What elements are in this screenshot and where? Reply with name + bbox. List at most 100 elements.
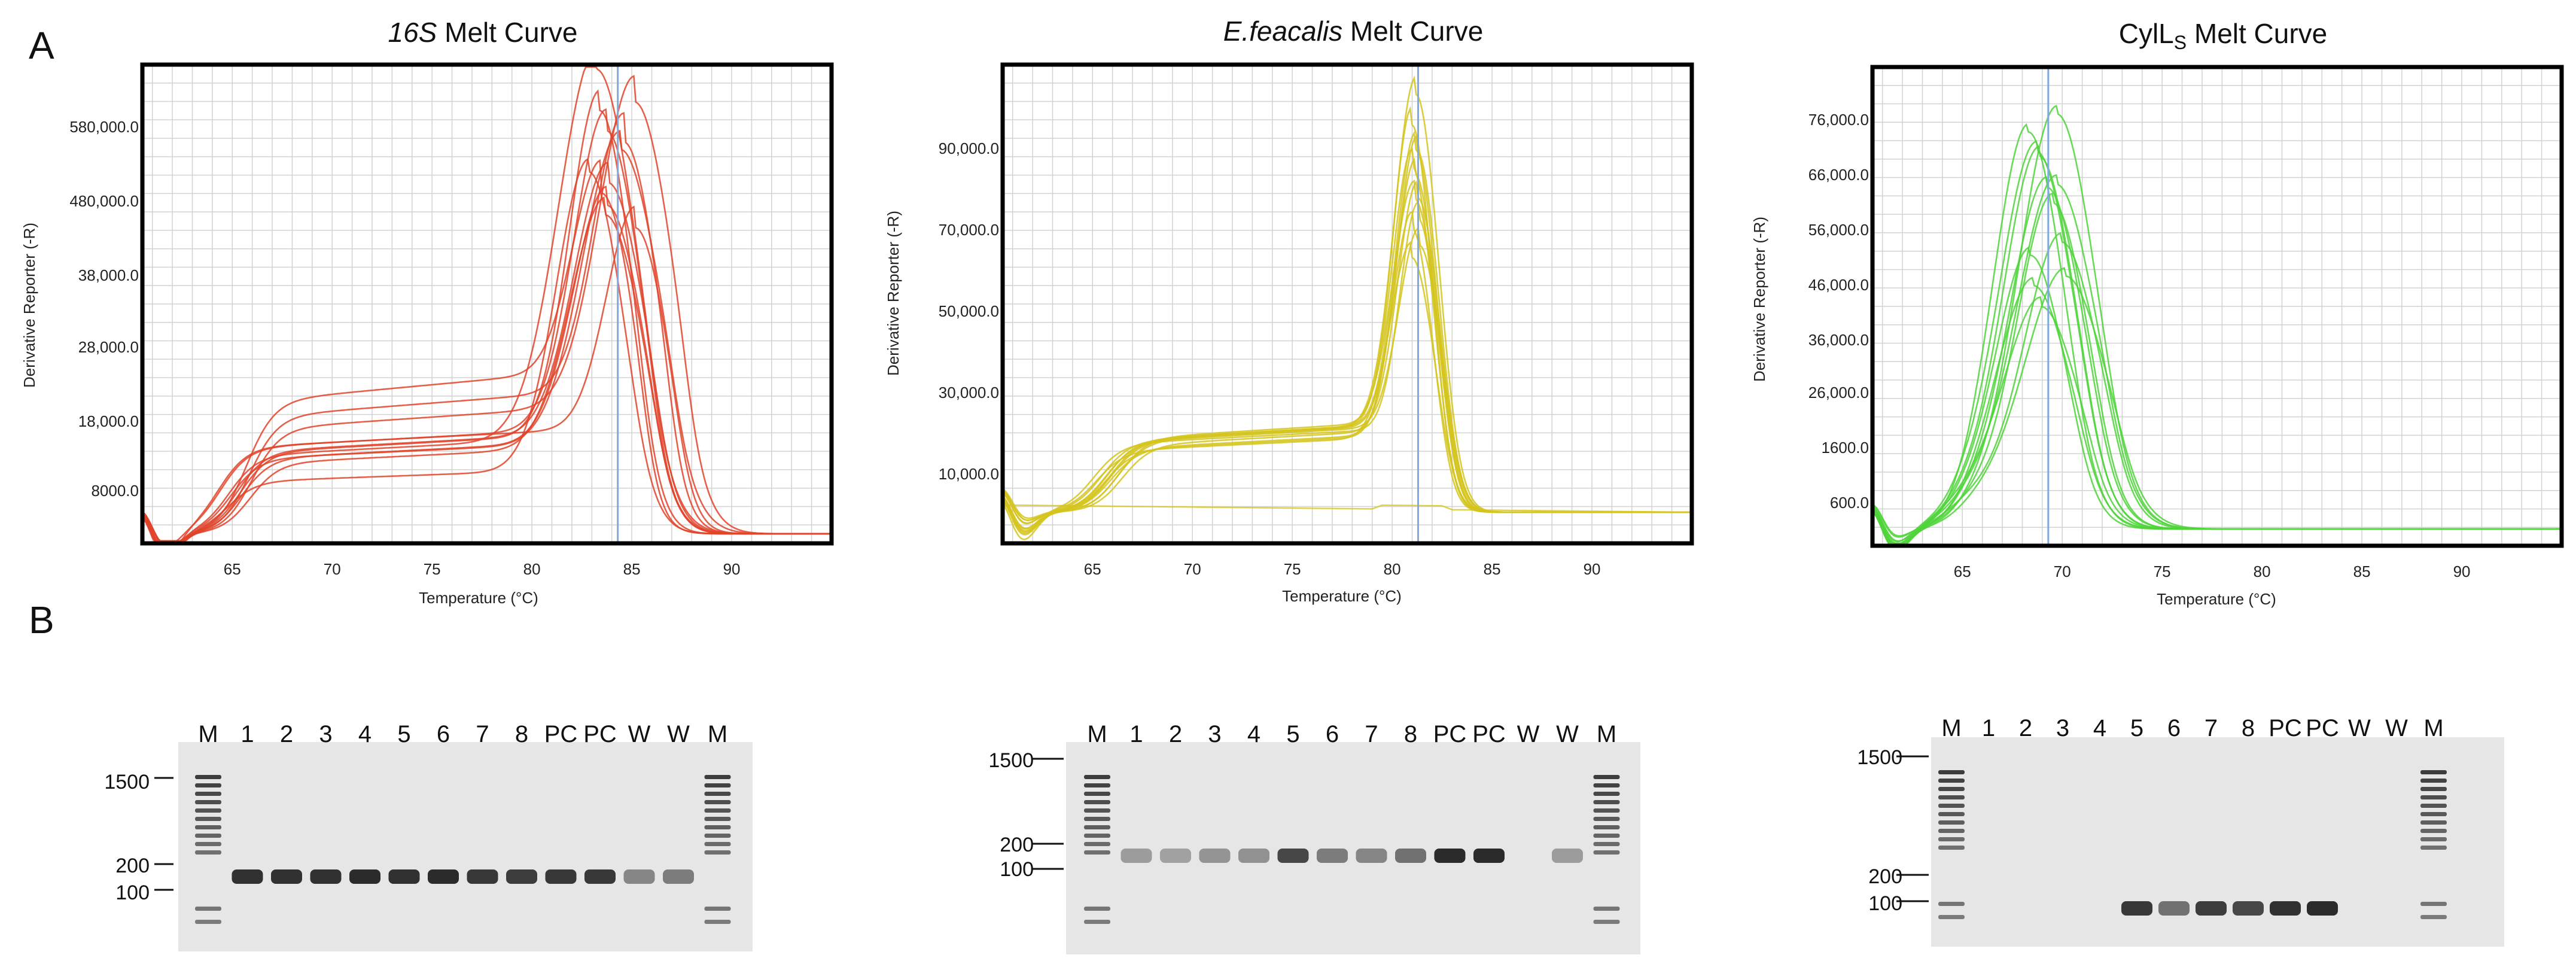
ladder-band [704, 800, 731, 804]
y-tick-label: 10,000.0 [939, 465, 999, 483]
ladder-band [2420, 804, 2447, 808]
series-group [141, 66, 832, 542]
x-tick-label: 80 [2254, 562, 2271, 580]
plot-frame [1000, 62, 1694, 546]
ladder-band [704, 792, 731, 796]
gel-lane-label: 3 [1208, 721, 1221, 747]
ladder-band [1593, 842, 1620, 846]
ladder-band [1593, 920, 1620, 924]
y-tick-label: 1600.0 [1821, 439, 1869, 457]
gel-lane-label: 5 [397, 721, 410, 747]
ladder-lane [1938, 770, 1965, 919]
y-tick-label: 28,000.0 [78, 338, 139, 356]
melt-curve-chart-efeacalis: E.feacalis Melt Curve Derivative Reporte… [884, 16, 1694, 605]
x-tick-label: 75 [2154, 562, 2171, 580]
y-axis-label: Derivative Reporter (-R) [1750, 217, 1768, 382]
chart-title: 16S Melt Curve [388, 17, 577, 48]
gel-lane-label: 8 [2242, 715, 2255, 741]
dna-band [1552, 849, 1583, 863]
gel-lane-label: PC [2306, 715, 2339, 741]
gel-lane-label: 4 [1247, 721, 1260, 747]
dna-band [232, 869, 263, 884]
gel-lane-label: 2 [1169, 721, 1182, 747]
plot-frame [1870, 65, 2564, 548]
dna-band [1277, 849, 1309, 863]
ladder-band [195, 800, 221, 804]
ladder-band [1593, 775, 1620, 779]
ladder-band [704, 920, 731, 924]
gel-size-marker: 100 [1000, 858, 1034, 881]
gel-image-cylls: 1500 200 100 M 1 2 3 4 5 6 7 8 PC PC W W M [1857, 715, 2504, 947]
y-tick-label: 90,000.0 [939, 139, 999, 157]
ladder-band [1593, 808, 1620, 813]
y-tick-label: 56,000.0 [1808, 221, 1869, 239]
gel-lane-label: PC [1433, 721, 1467, 747]
gel-lane-label: 8 [515, 721, 528, 747]
gel-lane-label: 5 [2130, 715, 2143, 741]
ladder-band [2420, 795, 2447, 799]
x-tick-label: 90 [1584, 560, 1601, 578]
dna-band [310, 869, 342, 884]
x-tick-label: 90 [2453, 562, 2471, 580]
gel-lane-label: 3 [2056, 715, 2069, 741]
y-tick-label: 66,000.0 [1808, 166, 1869, 184]
x-axis-label: Temperature (°C) [2157, 590, 2276, 608]
dna-band [1395, 849, 1426, 863]
gel-lane-label: W [628, 721, 651, 747]
ladder-band [704, 775, 731, 779]
ladder-band [1084, 792, 1110, 796]
x-tick-label: 80 [523, 560, 541, 578]
ladder-band [1084, 907, 1110, 911]
gel-lane-label: PC [544, 721, 578, 747]
ladder-band [2420, 829, 2447, 833]
ladder-band [2420, 902, 2447, 906]
y-tick-label: 8000.0 [91, 482, 139, 500]
ladder-band [195, 834, 221, 838]
gel-lane-label: M [198, 721, 218, 747]
melt-curve-series [1002, 504, 1692, 513]
gel-lane-label: 7 [1365, 721, 1378, 747]
dna-band [623, 869, 655, 884]
gel-lane-label: 2 [280, 721, 293, 747]
gel-lane-label: PC [1472, 721, 1506, 747]
gel-lane-label: M [1941, 715, 1961, 741]
ladder-band [704, 808, 731, 813]
gel-lane-label: W [2348, 715, 2371, 741]
melt-curve-chart-cylls: CylLS Melt Curve Derivative Reporter (-R… [1750, 18, 2564, 608]
x-tick-label: 70 [1184, 560, 1201, 578]
panel-label-a: A [29, 24, 54, 67]
gel-lane-label: 4 [358, 721, 372, 747]
y-axis-label: Derivative Reporter (-R) [20, 223, 38, 388]
ladder-lane [1593, 775, 1620, 924]
gel-lane-label: W [2385, 715, 2408, 741]
ladder-band [1593, 800, 1620, 804]
ladder-band [2420, 846, 2447, 850]
gel-lane-label: 1 [1982, 715, 1995, 741]
gel-lane-label: 4 [2093, 715, 2106, 741]
gel-size-marker: 1500 [104, 771, 150, 793]
dna-band [2196, 901, 2227, 916]
gel-lane-label: 6 [1326, 721, 1339, 747]
gel-size-marker: 200 [1000, 834, 1034, 856]
gel-image-efeacalis: 1500 200 100 M 1 2 3 4 5 6 7 8 PC PC W W M [988, 721, 1640, 954]
y-axis-label: Derivative Reporter (-R) [884, 211, 902, 376]
melt-curve-series [142, 89, 832, 542]
gel-lane-label: PC [2269, 715, 2302, 741]
gel-lane-label: 2 [2019, 715, 2032, 741]
gel-lane-label: M [1087, 721, 1107, 747]
ladder-band [1084, 783, 1110, 787]
x-axis-label: Temperature (°C) [1282, 587, 1402, 605]
x-tick-label: 75 [424, 560, 441, 578]
chart-title: E.feacalis Melt Curve [1223, 16, 1484, 47]
melt-curve-series [142, 129, 832, 542]
dna-band [349, 869, 380, 884]
ladder-band [1938, 812, 1965, 816]
ladder-band [195, 775, 221, 779]
ladder-band [195, 825, 221, 829]
gridlines [1872, 67, 2562, 546]
ladder-band [1084, 842, 1110, 846]
dna-band [1120, 849, 1152, 863]
ladder-band [2420, 770, 2447, 774]
y-tick-label: 50,000.0 [939, 302, 999, 320]
